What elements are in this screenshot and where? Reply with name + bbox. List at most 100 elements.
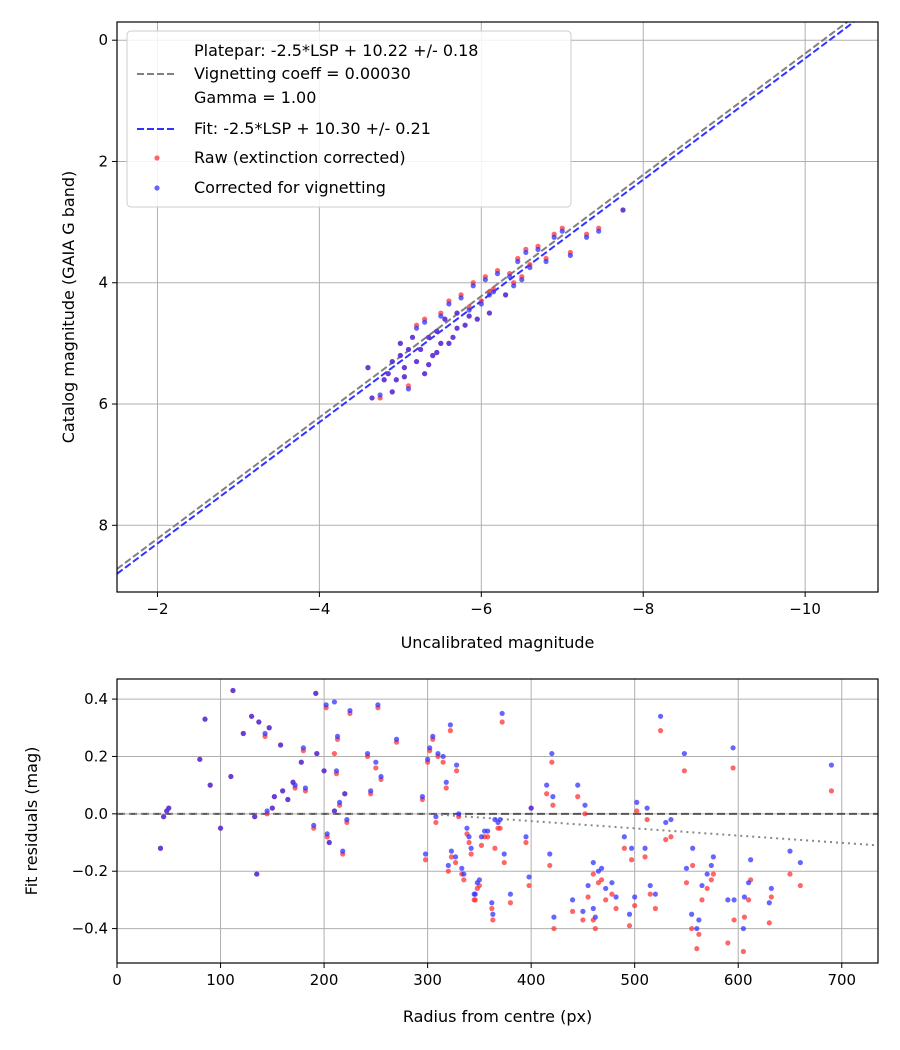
data-point <box>613 894 619 900</box>
data-point <box>528 805 534 811</box>
data-point <box>478 834 485 840</box>
data-point <box>271 794 277 800</box>
x-axis-label: Radius from centre (px) <box>403 1007 592 1026</box>
data-point <box>478 301 484 307</box>
data-point <box>551 914 557 920</box>
data-point <box>280 788 286 794</box>
data-point <box>321 768 327 774</box>
y-tick-label: 0.2 <box>84 747 108 765</box>
data-point <box>583 234 590 240</box>
data-point <box>377 392 383 398</box>
data-point <box>787 848 793 854</box>
data-point <box>337 799 343 805</box>
data-point <box>462 322 468 328</box>
data-point <box>628 845 635 851</box>
data-point <box>683 865 690 871</box>
data-point <box>690 845 696 851</box>
data-point <box>240 730 246 737</box>
data-point <box>277 742 284 748</box>
data-point <box>443 779 449 785</box>
data-point <box>507 274 513 280</box>
data-point <box>466 313 472 319</box>
data-point <box>434 349 440 356</box>
data-point <box>550 802 556 808</box>
data-point <box>613 905 619 912</box>
data-point <box>559 228 565 234</box>
data-point <box>628 857 635 863</box>
data-point <box>331 750 338 757</box>
data-point <box>230 687 236 694</box>
data-point <box>710 854 716 860</box>
data-point <box>447 722 453 728</box>
data-point <box>689 925 695 932</box>
data-point <box>590 859 596 866</box>
data-point <box>482 277 488 283</box>
data-point <box>647 891 653 897</box>
data-point <box>592 914 598 920</box>
data-point <box>681 750 687 757</box>
data-point <box>485 834 491 840</box>
data-point <box>523 834 529 840</box>
data-point <box>668 816 674 823</box>
data-point <box>422 371 428 377</box>
data-point <box>494 271 501 277</box>
data-point <box>438 340 444 346</box>
data-point <box>375 702 381 708</box>
y-axis-label: Catalog magnitude (GAIA G band) <box>59 171 78 443</box>
data-point <box>590 905 596 912</box>
data-point <box>422 851 429 857</box>
grid <box>116 679 878 963</box>
plot-area <box>117 687 878 955</box>
data-point <box>497 825 503 831</box>
data-point <box>347 707 353 714</box>
data-point <box>454 768 460 774</box>
data-point <box>445 868 451 874</box>
data-point <box>768 894 774 900</box>
data-point <box>657 728 664 734</box>
data-point <box>511 283 517 289</box>
data-point <box>389 358 395 365</box>
legend: Platepar: -2.5*LSP + 10.22 +/- 0.18 Vigne… <box>126 30 572 208</box>
y-tick-label: 6 <box>98 395 108 413</box>
y-tick-label: 2 <box>98 152 108 170</box>
data-point <box>663 819 669 826</box>
data-point <box>344 816 350 823</box>
y-tick-label: 4 <box>98 274 108 292</box>
data-point <box>393 736 400 742</box>
data-point <box>544 782 550 788</box>
data-point <box>248 713 255 719</box>
x-tick-label: 0 <box>112 971 122 989</box>
data-point <box>797 882 803 889</box>
legend-marker-swatch <box>154 155 160 161</box>
x-tick-label: −4 <box>308 600 330 618</box>
data-point <box>652 891 658 897</box>
data-point <box>592 925 598 932</box>
data-point <box>381 377 387 383</box>
data-point <box>256 719 262 725</box>
data-point <box>690 862 696 869</box>
data-point <box>519 277 525 283</box>
ticks: −2 −4 −6 −8 −10 0 2 4 6 8 <box>98 31 821 618</box>
x-tick-label: 200 <box>310 971 339 989</box>
data-point <box>438 313 444 319</box>
legend-entry-text: Raw (extinction corrected) <box>194 148 406 167</box>
data-point <box>417 346 424 353</box>
data-point <box>426 334 432 340</box>
data-point <box>448 848 455 854</box>
data-point <box>440 759 446 765</box>
x-tick-label: −10 <box>789 600 821 618</box>
x-axis-label: Uncalibrated magnitude <box>401 633 595 652</box>
data-point <box>474 316 480 322</box>
legend-entry-text: Gamma = 1.00 <box>194 88 316 107</box>
data-point <box>266 725 272 731</box>
data-point <box>626 923 633 929</box>
data-point <box>323 702 329 708</box>
data-point <box>632 903 638 909</box>
data-point <box>413 325 420 331</box>
data-point <box>369 395 375 401</box>
data-point <box>731 897 737 903</box>
y-tick-label: −0.4 <box>72 920 108 938</box>
data-point <box>461 871 467 877</box>
data-point <box>797 859 803 866</box>
data-point <box>526 874 532 880</box>
